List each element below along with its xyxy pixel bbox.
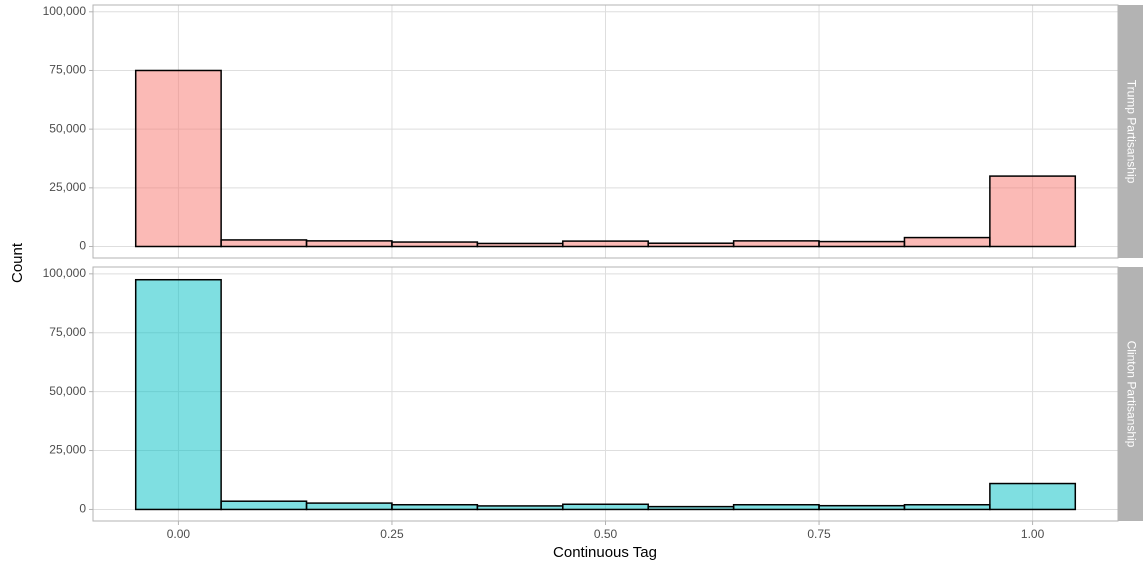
bar: [220, 500, 308, 511]
bar: [220, 239, 308, 248]
strip: [1118, 5, 1143, 258]
x-tick-label: 0.75: [807, 527, 831, 541]
bar: [476, 242, 564, 248]
y-axis-title: Count: [9, 242, 26, 283]
bar: [818, 504, 906, 511]
strip-label: Trump Partisanship: [1124, 80, 1138, 184]
bar: [562, 240, 649, 248]
y-tick-label: 25,000: [49, 443, 86, 457]
x-axis-title: Continuous Tag: [553, 544, 657, 561]
x-tick-label: 0.25: [380, 527, 404, 541]
bar: [647, 505, 735, 511]
bar: [391, 503, 479, 511]
x-tick-label: 1.00: [1021, 527, 1045, 541]
y-tick-label: 75,000: [49, 63, 86, 77]
y-tick-label: 0: [79, 502, 86, 516]
bar: [818, 240, 906, 248]
y-tick-label: 25,000: [49, 180, 86, 194]
strip-label: Clinton Partisanship: [1124, 341, 1138, 448]
bar: [903, 503, 991, 511]
bar: [134, 278, 222, 511]
bar: [732, 240, 820, 248]
bar: [989, 175, 1077, 248]
bar: [134, 69, 222, 248]
bar: [305, 502, 393, 511]
y-tick-label: 75,000: [49, 325, 86, 339]
bar: [989, 482, 1077, 511]
y-tick-label: 50,000: [49, 121, 86, 135]
x-tick-label: 0.00: [167, 527, 191, 541]
x-tick-label: 0.50: [594, 527, 618, 541]
bar: [903, 236, 991, 248]
bar: [391, 241, 479, 248]
bar: [305, 240, 393, 248]
bar: [476, 505, 564, 511]
bar: [732, 503, 820, 511]
strip: [1118, 267, 1143, 521]
y-tick-label: 0: [79, 239, 86, 253]
y-tick-label: 100,000: [43, 266, 87, 280]
y-tick-label: 50,000: [49, 384, 86, 398]
y-tick-label: 100,000: [43, 4, 87, 18]
bar: [647, 242, 735, 248]
bar: [562, 503, 649, 511]
